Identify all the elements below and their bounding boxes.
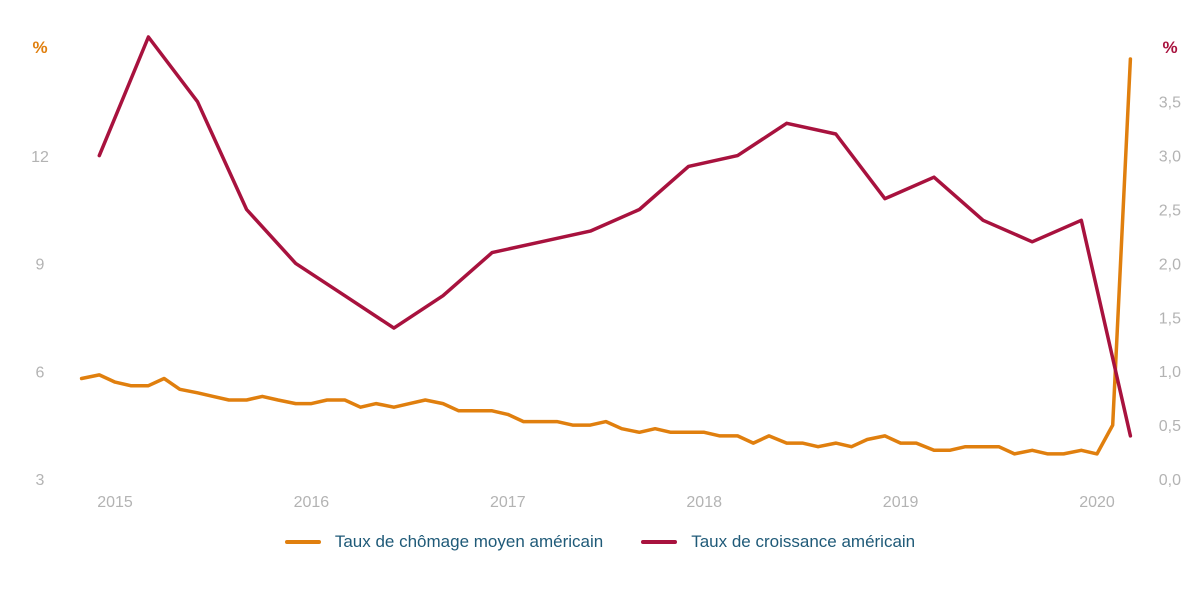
legend-item-growth: Taux de croissance américain bbox=[641, 532, 915, 552]
x-axis-ticks: 2015 2016 2017 2018 2019 2020 bbox=[97, 494, 1115, 511]
right-axis-ticks: 0,0 0,5 1,0 1,5 2,0 2,5 3,0 3,5 bbox=[1159, 95, 1181, 489]
growth-series-line bbox=[97, 35, 1133, 438]
unemployment-series-line bbox=[79, 57, 1133, 456]
legend-label-unemployment: Taux de chômage moyen américain bbox=[334, 532, 604, 551]
left-tick-label: 6 bbox=[36, 364, 45, 381]
legend-label-growth: Taux de croissance américain bbox=[691, 532, 916, 551]
right-axis-unit: % bbox=[1162, 38, 1177, 57]
right-tick-label: 3,0 bbox=[1159, 149, 1181, 166]
legend-swatch-unemployment bbox=[284, 540, 321, 544]
legend-swatch-growth bbox=[641, 540, 678, 544]
right-tick-label: 1,0 bbox=[1159, 364, 1181, 381]
left-axis-unit: % bbox=[32, 38, 47, 57]
left-tick-label: 12 bbox=[31, 149, 49, 166]
left-tick-label: 3 bbox=[36, 472, 45, 489]
x-tick-label: 2017 bbox=[490, 494, 526, 511]
x-tick-label: 2019 bbox=[883, 494, 919, 511]
legend: Taux de chômage moyen américain Taux de … bbox=[0, 532, 1200, 552]
x-tick-label: 2015 bbox=[97, 494, 133, 511]
right-tick-label: 2,0 bbox=[1159, 256, 1181, 273]
right-tick-label: 3,5 bbox=[1159, 95, 1181, 112]
x-tick-label: 2020 bbox=[1079, 494, 1115, 511]
x-tick-label: 2018 bbox=[686, 494, 722, 511]
right-tick-label: 2,5 bbox=[1159, 203, 1181, 220]
x-tick-label: 2016 bbox=[294, 494, 330, 511]
right-tick-label: 0,0 bbox=[1159, 472, 1181, 489]
left-axis-ticks: 3 6 9 12 bbox=[31, 149, 49, 489]
right-tick-label: 0,5 bbox=[1159, 418, 1181, 435]
right-tick-label: 1,5 bbox=[1159, 310, 1181, 327]
left-tick-label: 9 bbox=[36, 257, 45, 274]
legend-item-unemployment: Taux de chômage moyen américain bbox=[284, 532, 604, 552]
series-lines bbox=[79, 35, 1133, 456]
